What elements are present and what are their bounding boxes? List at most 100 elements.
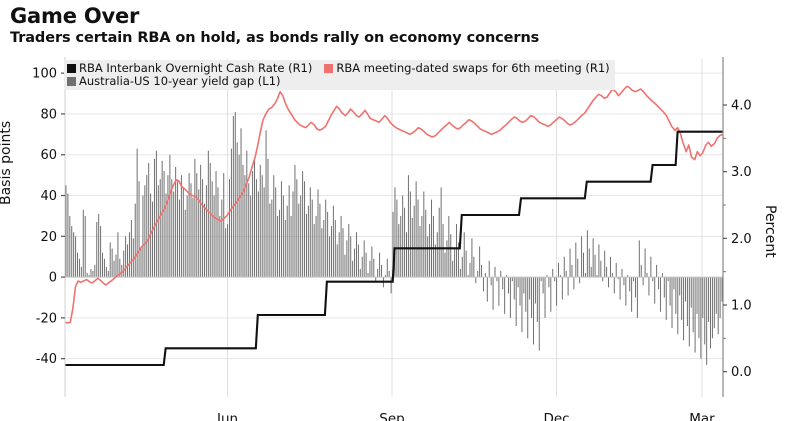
bar (282, 195, 284, 278)
bar (656, 264, 658, 278)
bar (671, 277, 673, 329)
bar (569, 248, 571, 278)
bar (429, 224, 431, 278)
bar (606, 266, 608, 278)
bar (683, 277, 685, 341)
bar (182, 187, 184, 278)
bar (611, 273, 613, 278)
legend-item-cash-rate: RBA Interbank Overnight Cash Rate (R1) (67, 62, 312, 75)
legend: RBA Interbank Overnight Cash Rate (R1) R… (64, 60, 615, 90)
bar (338, 232, 340, 278)
bar (659, 277, 661, 312)
bar (436, 232, 438, 278)
legend-label-yield-gap: Australia-US 10-year yield gap (L1) (79, 74, 281, 88)
bar (363, 240, 365, 278)
bar (563, 256, 565, 278)
bar (471, 238, 473, 278)
bar (648, 277, 650, 296)
bar (321, 228, 323, 278)
bar (465, 250, 467, 278)
bar (134, 203, 136, 278)
bar (688, 277, 690, 347)
bar (479, 246, 481, 278)
bar (292, 191, 294, 278)
bar (169, 154, 171, 278)
bar (475, 277, 477, 284)
bar (386, 258, 388, 278)
bar (636, 277, 638, 318)
bar (323, 220, 325, 278)
bar (617, 277, 619, 280)
bar (294, 164, 296, 278)
bar (302, 171, 304, 278)
bar (277, 215, 279, 278)
bar (248, 183, 250, 278)
chart-title: Game Over (10, 4, 140, 28)
bar (609, 256, 611, 278)
bar (136, 148, 138, 278)
bar (298, 203, 300, 278)
bar (417, 199, 419, 278)
bar (132, 238, 134, 278)
bar (698, 277, 700, 339)
bar (192, 197, 194, 278)
bar (340, 215, 342, 278)
bar (200, 164, 202, 278)
bar (629, 277, 631, 292)
bar (513, 277, 515, 300)
bar (105, 266, 107, 278)
bar (392, 211, 394, 278)
bar (700, 277, 702, 359)
bar (548, 277, 550, 288)
bar (469, 262, 471, 278)
legend-swatch-swaps (324, 64, 334, 73)
bar (71, 226, 73, 278)
bar (467, 275, 469, 278)
bar (456, 224, 458, 278)
bar (94, 264, 96, 278)
bar (223, 173, 225, 278)
bar (194, 158, 196, 278)
bar (219, 215, 221, 278)
bar (690, 277, 692, 308)
bar (706, 277, 708, 365)
y-axis-right-title: Percent (762, 205, 778, 258)
bar (196, 173, 198, 278)
bar (246, 150, 248, 278)
bar (242, 164, 244, 278)
bar (230, 148, 232, 278)
bar (355, 232, 357, 278)
bar (352, 260, 354, 278)
bar (525, 277, 527, 312)
bar (452, 260, 454, 278)
bar (271, 199, 273, 278)
bar (305, 213, 307, 278)
bar (608, 277, 610, 288)
bar (161, 160, 163, 278)
bar (658, 277, 660, 290)
bar (257, 191, 259, 278)
bar (511, 277, 513, 282)
bar (532, 277, 534, 345)
bar (86, 273, 88, 278)
bar (311, 199, 313, 278)
bar (515, 277, 517, 327)
bar (559, 275, 561, 278)
bar (423, 191, 425, 278)
bar (613, 277, 615, 294)
bar (432, 215, 434, 278)
bar (540, 277, 542, 282)
bar (171, 179, 173, 278)
bar (615, 262, 617, 278)
bar (407, 175, 409, 278)
bar (463, 232, 465, 278)
bar (304, 181, 306, 278)
bar (77, 252, 79, 278)
bar (130, 220, 132, 278)
bar (536, 277, 538, 322)
bar (102, 252, 104, 278)
bar (138, 181, 140, 278)
bar (175, 166, 177, 278)
bar (259, 164, 261, 278)
bar (173, 191, 175, 278)
